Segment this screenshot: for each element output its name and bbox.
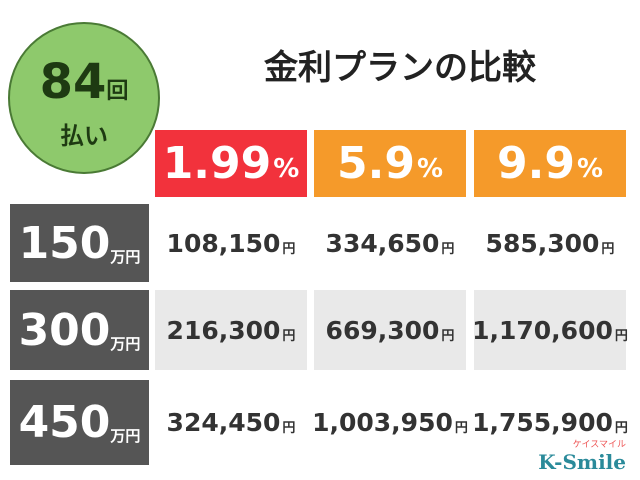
badge-unit: 回: [106, 79, 129, 104]
cell-value: 216,300: [166, 315, 281, 345]
cell-value: 585,300: [485, 228, 600, 258]
cell-unit: 円: [441, 328, 455, 344]
table-cell: 216,300 円: [155, 290, 307, 370]
cell-unit: 円: [282, 241, 296, 257]
title: 金利プランの比較: [264, 48, 536, 88]
cell-value: 108,150: [166, 228, 281, 258]
amount: 450: [18, 397, 111, 448]
table-cell: 669,300 円: [314, 290, 466, 370]
logo-kana: ケイスマイル: [572, 440, 626, 450]
table-cell: 1,003,950 円: [312, 380, 468, 465]
table-cell: 1,170,600 円: [472, 290, 628, 370]
cell-value: 324,450: [166, 408, 281, 437]
logo: ケイスマイル K-Smile: [538, 437, 626, 474]
rate-header: 9.9%: [474, 130, 626, 197]
badge-number: 84: [39, 54, 107, 110]
cell-unit: 円: [454, 421, 468, 436]
table-cell: 334,650 円: [314, 204, 466, 282]
cell-unit: 円: [614, 421, 628, 436]
rate-unit: %: [576, 153, 603, 184]
payment-badge: 84回 払い: [8, 22, 160, 174]
cell-value: 669,300: [325, 315, 440, 345]
badge-count: 84回: [10, 54, 158, 110]
table-cell: 1,755,900 円: [472, 380, 628, 465]
rate-value: 9.9: [496, 138, 575, 189]
cell-value: 1,755,900: [472, 408, 613, 437]
rate-header: 1.99%: [155, 130, 307, 197]
amount: 150: [18, 217, 111, 269]
cell-value: 1,170,600: [472, 315, 613, 345]
rate-header: 5.9%: [314, 130, 466, 197]
cell-value: 1,003,950: [312, 408, 453, 437]
badge-label: 払い: [60, 122, 108, 150]
cell-unit: 円: [601, 241, 615, 257]
row-label: 450 万円: [10, 380, 149, 465]
cell-unit: 円: [614, 328, 628, 344]
cell-unit: 円: [441, 241, 455, 257]
amount-unit: 万円: [110, 334, 141, 353]
amount: 300: [18, 304, 111, 356]
cell-value: 334,650: [325, 228, 440, 258]
rate-unit: %: [273, 153, 300, 184]
logo-brand: K-Smile: [538, 450, 626, 474]
table-cell: 324,450 円: [155, 380, 307, 465]
amount-unit: 万円: [110, 427, 141, 445]
row-label: 150 万円: [10, 204, 149, 282]
amount-unit: 万円: [110, 247, 141, 266]
rate-unit: %: [416, 153, 443, 184]
table-cell: 108,150 円: [155, 204, 307, 282]
rate-value: 5.9: [336, 138, 415, 189]
table-cell: 585,300 円: [474, 204, 626, 282]
cell-unit: 円: [282, 328, 296, 344]
cell-unit: 円: [282, 421, 296, 436]
row-label: 300 万円: [10, 290, 149, 370]
rate-value: 1.99: [162, 138, 272, 189]
